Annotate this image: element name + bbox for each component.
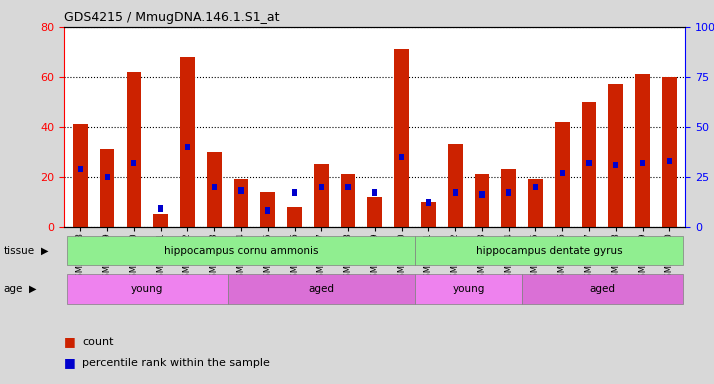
- Bar: [154, 214, 168, 227]
- Bar: [100, 149, 114, 227]
- Bar: [67, 236, 415, 265]
- Bar: [506, 189, 511, 196]
- Text: count: count: [82, 337, 114, 347]
- Bar: [372, 189, 378, 196]
- Text: aged: aged: [590, 284, 615, 294]
- Bar: [613, 162, 618, 168]
- Text: hippocampus cornu ammonis: hippocampus cornu ammonis: [164, 245, 318, 256]
- Bar: [399, 154, 404, 160]
- Bar: [426, 199, 431, 206]
- Bar: [314, 164, 328, 227]
- Bar: [501, 169, 516, 227]
- Bar: [415, 236, 683, 265]
- Bar: [662, 77, 677, 227]
- Bar: [421, 202, 436, 227]
- Text: ▶: ▶: [29, 284, 36, 294]
- Bar: [265, 207, 271, 214]
- Bar: [346, 184, 351, 190]
- Text: young: young: [453, 284, 485, 294]
- Text: tissue: tissue: [4, 245, 35, 256]
- Bar: [73, 124, 88, 227]
- Bar: [261, 192, 275, 227]
- Text: ■: ■: [64, 335, 76, 348]
- Bar: [586, 159, 592, 166]
- Bar: [533, 184, 538, 190]
- Bar: [453, 189, 458, 196]
- Bar: [560, 169, 565, 176]
- Bar: [635, 74, 650, 227]
- Bar: [608, 84, 623, 227]
- Text: age: age: [4, 284, 23, 294]
- Bar: [228, 274, 415, 304]
- Text: percentile rank within the sample: percentile rank within the sample: [82, 358, 270, 368]
- Text: hippocampus dentate gyrus: hippocampus dentate gyrus: [476, 245, 622, 256]
- Bar: [667, 157, 672, 164]
- Bar: [448, 144, 463, 227]
- Bar: [67, 274, 228, 304]
- Bar: [185, 144, 190, 150]
- Bar: [318, 184, 324, 190]
- Bar: [341, 174, 356, 227]
- Bar: [528, 179, 543, 227]
- Bar: [368, 197, 382, 227]
- Bar: [555, 122, 570, 227]
- Text: aged: aged: [308, 284, 334, 294]
- Bar: [394, 49, 409, 227]
- Text: ■: ■: [64, 356, 76, 369]
- Bar: [78, 166, 83, 172]
- Text: young: young: [131, 284, 164, 294]
- Bar: [131, 159, 136, 166]
- Bar: [582, 102, 596, 227]
- Bar: [292, 189, 297, 196]
- Bar: [207, 152, 221, 227]
- Bar: [211, 184, 217, 190]
- Bar: [287, 207, 302, 227]
- Bar: [475, 174, 489, 227]
- Bar: [126, 72, 141, 227]
- Bar: [238, 187, 243, 194]
- Bar: [233, 179, 248, 227]
- Bar: [158, 205, 164, 212]
- Bar: [415, 274, 522, 304]
- Bar: [104, 174, 110, 180]
- Bar: [180, 57, 195, 227]
- Text: GDS4215 / MmugDNA.146.1.S1_at: GDS4215 / MmugDNA.146.1.S1_at: [64, 11, 280, 24]
- Bar: [522, 274, 683, 304]
- Text: ▶: ▶: [41, 245, 49, 256]
- Bar: [640, 159, 645, 166]
- Bar: [479, 192, 485, 198]
